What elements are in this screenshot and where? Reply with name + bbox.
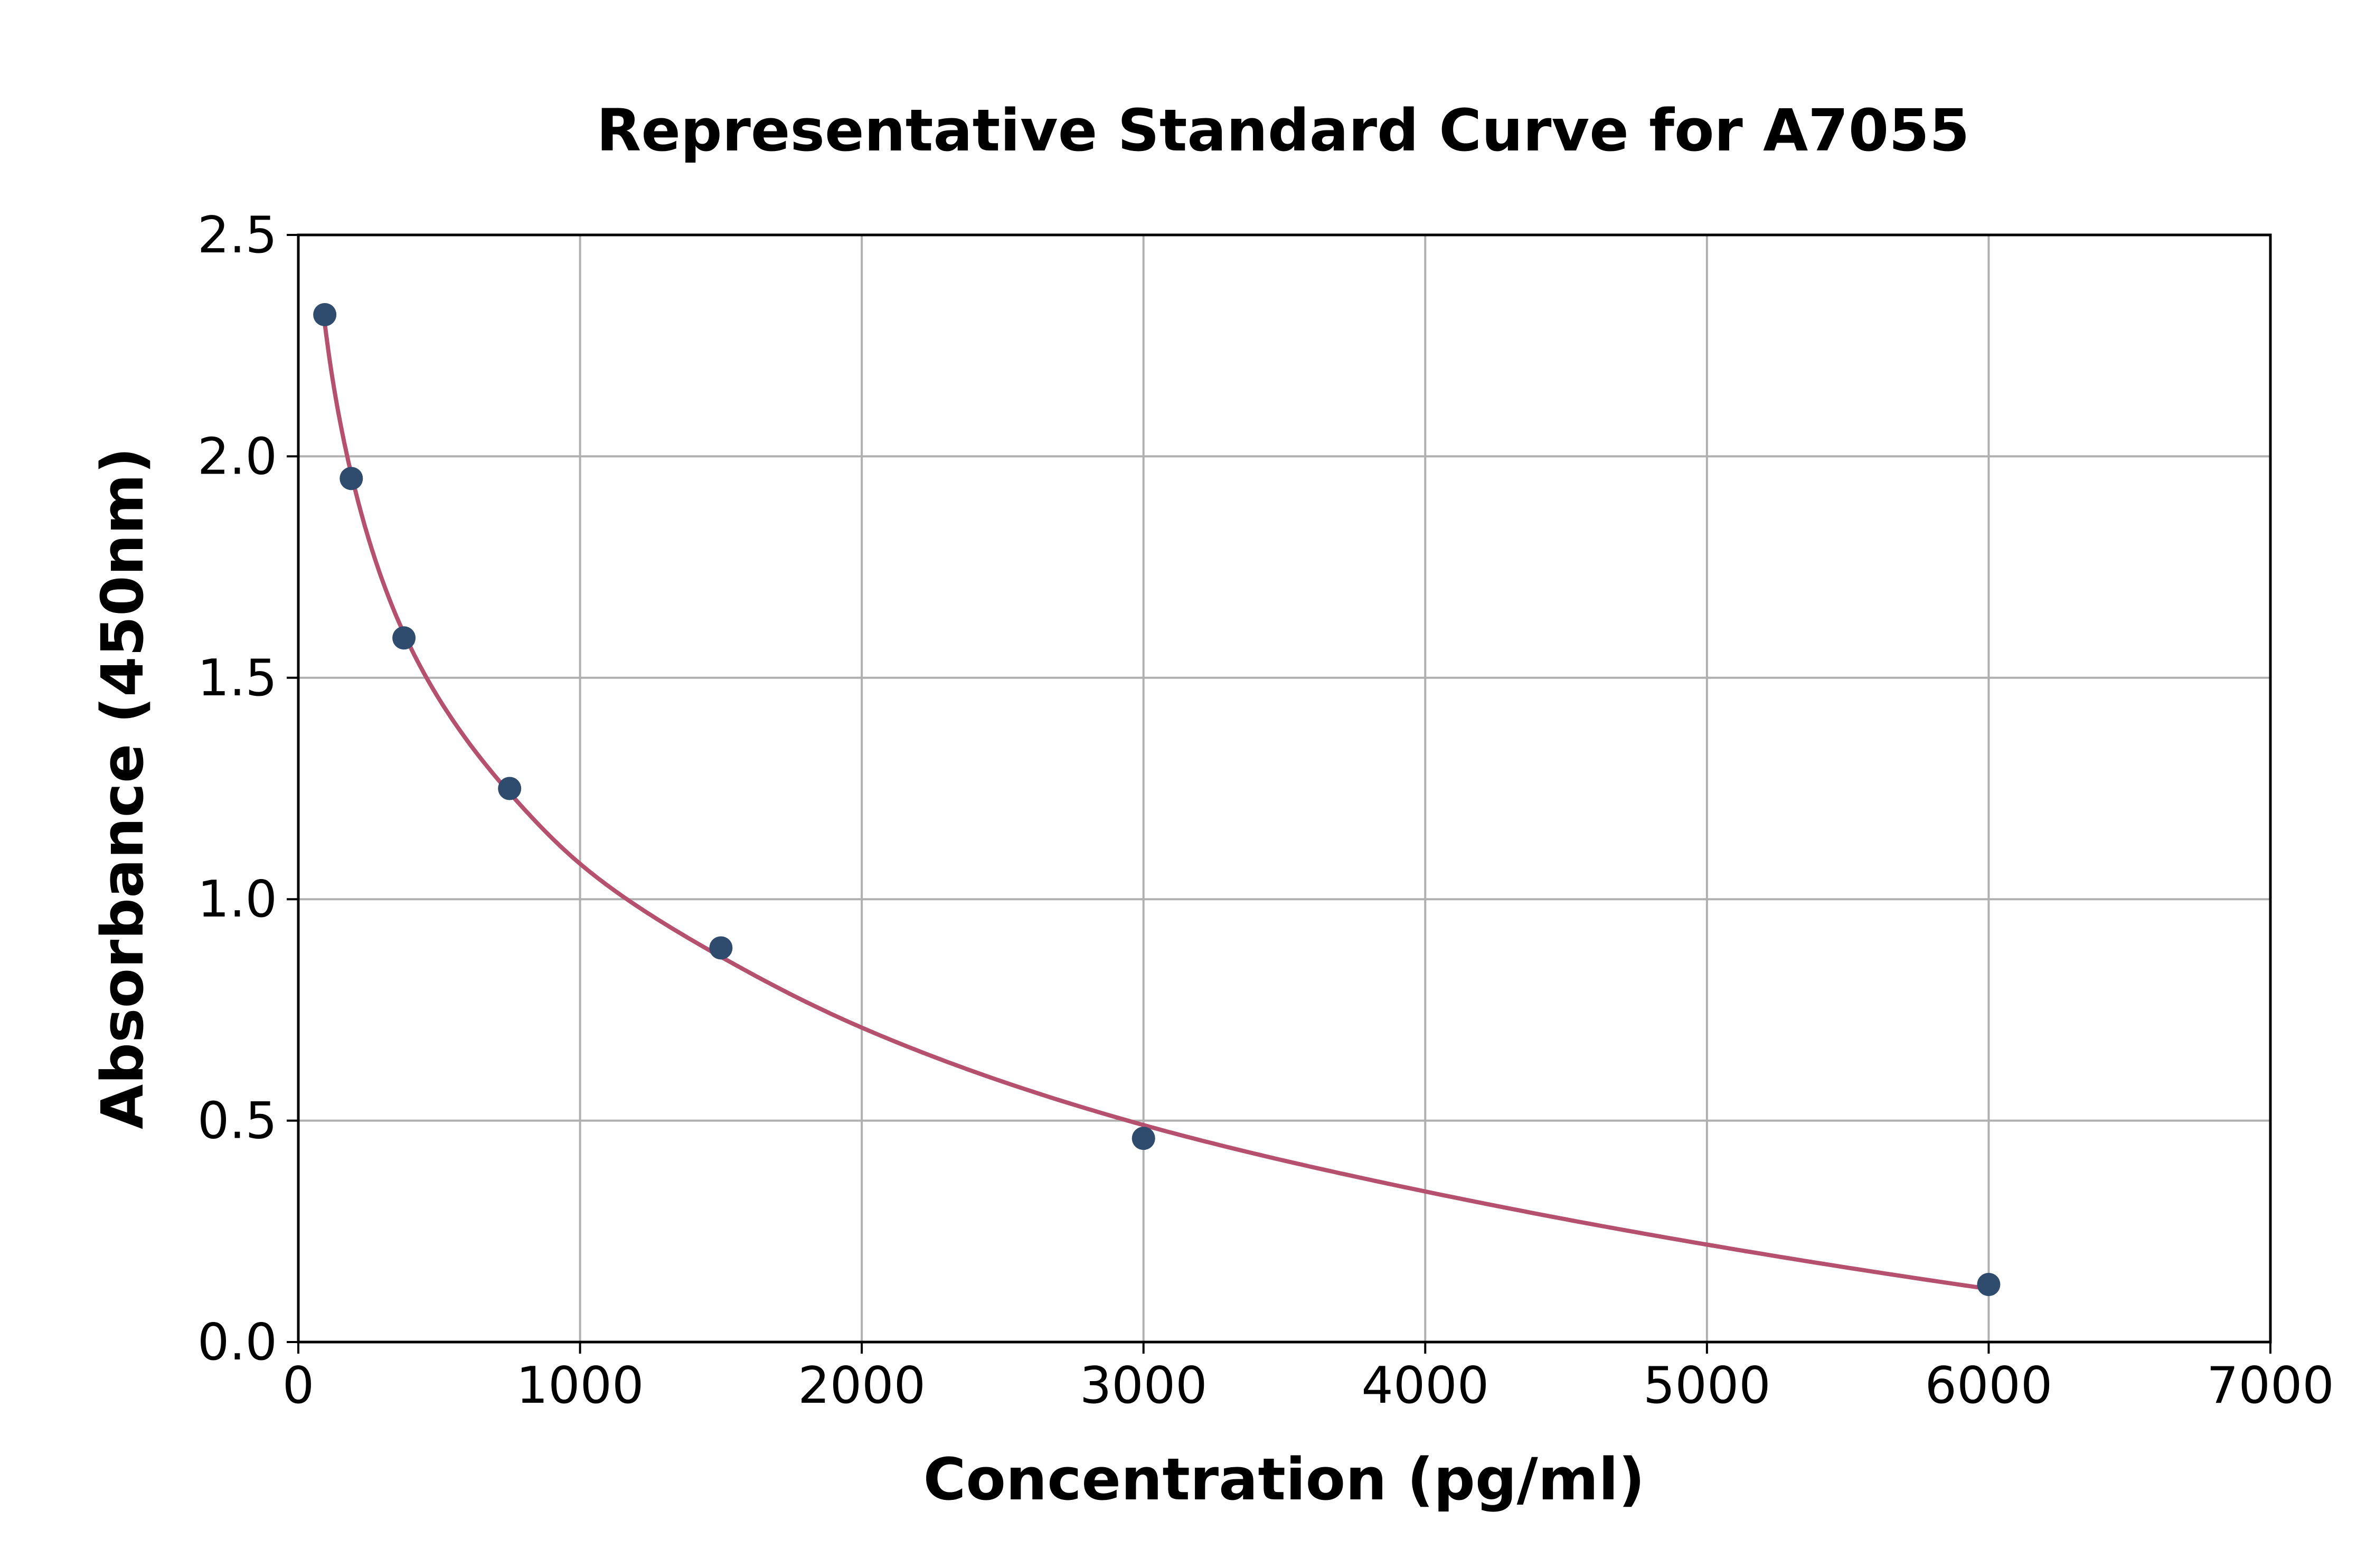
- data-points-layer: [313, 303, 2001, 1296]
- data-point: [313, 303, 337, 326]
- data-point: [340, 467, 363, 490]
- x-axis-ticks: 0 1000 2000 3000 4000 5000 6000 7000: [282, 1342, 2334, 1415]
- x-tick-label: 5000: [1643, 1357, 1771, 1415]
- data-point: [709, 936, 733, 960]
- x-axis-label: Concentration (pg/ml): [923, 1446, 1645, 1513]
- chart-title: Representative Standard Curve for A7055: [597, 97, 1970, 164]
- x-tick-label: 6000: [1925, 1357, 2053, 1415]
- grid-lines: [297, 234, 2271, 1343]
- x-tick-label: 7000: [2207, 1357, 2334, 1415]
- y-tick-label: 0.5: [197, 1092, 277, 1150]
- y-tick-label: 2.5: [197, 206, 277, 265]
- data-point: [1977, 1272, 2001, 1296]
- y-tick-label: 1.5: [197, 649, 277, 707]
- x-tick-label: 0: [282, 1357, 314, 1415]
- x-tick-label: 4000: [1361, 1357, 1489, 1415]
- y-tick-label: 0.0: [197, 1314, 277, 1372]
- fitted-curve-layer: [323, 323, 1989, 1291]
- y-axis-label: Absorbance (450nm): [89, 447, 156, 1129]
- x-tick-label: 2000: [798, 1357, 926, 1415]
- data-point: [1132, 1127, 1155, 1150]
- data-point: [392, 626, 416, 650]
- plot-frame: [297, 233, 2272, 1344]
- data-point: [498, 777, 522, 800]
- fitted-curve-line: [323, 323, 1989, 1291]
- y-tick-label: 1.0: [197, 871, 277, 929]
- x-tick-label: 1000: [516, 1357, 644, 1415]
- y-tick-label: 2.0: [197, 428, 277, 486]
- y-axis-ticks: 0.0 0.5 1.0 1.5 2.0 2.5: [197, 206, 298, 1372]
- x-tick-label: 3000: [1080, 1357, 1208, 1415]
